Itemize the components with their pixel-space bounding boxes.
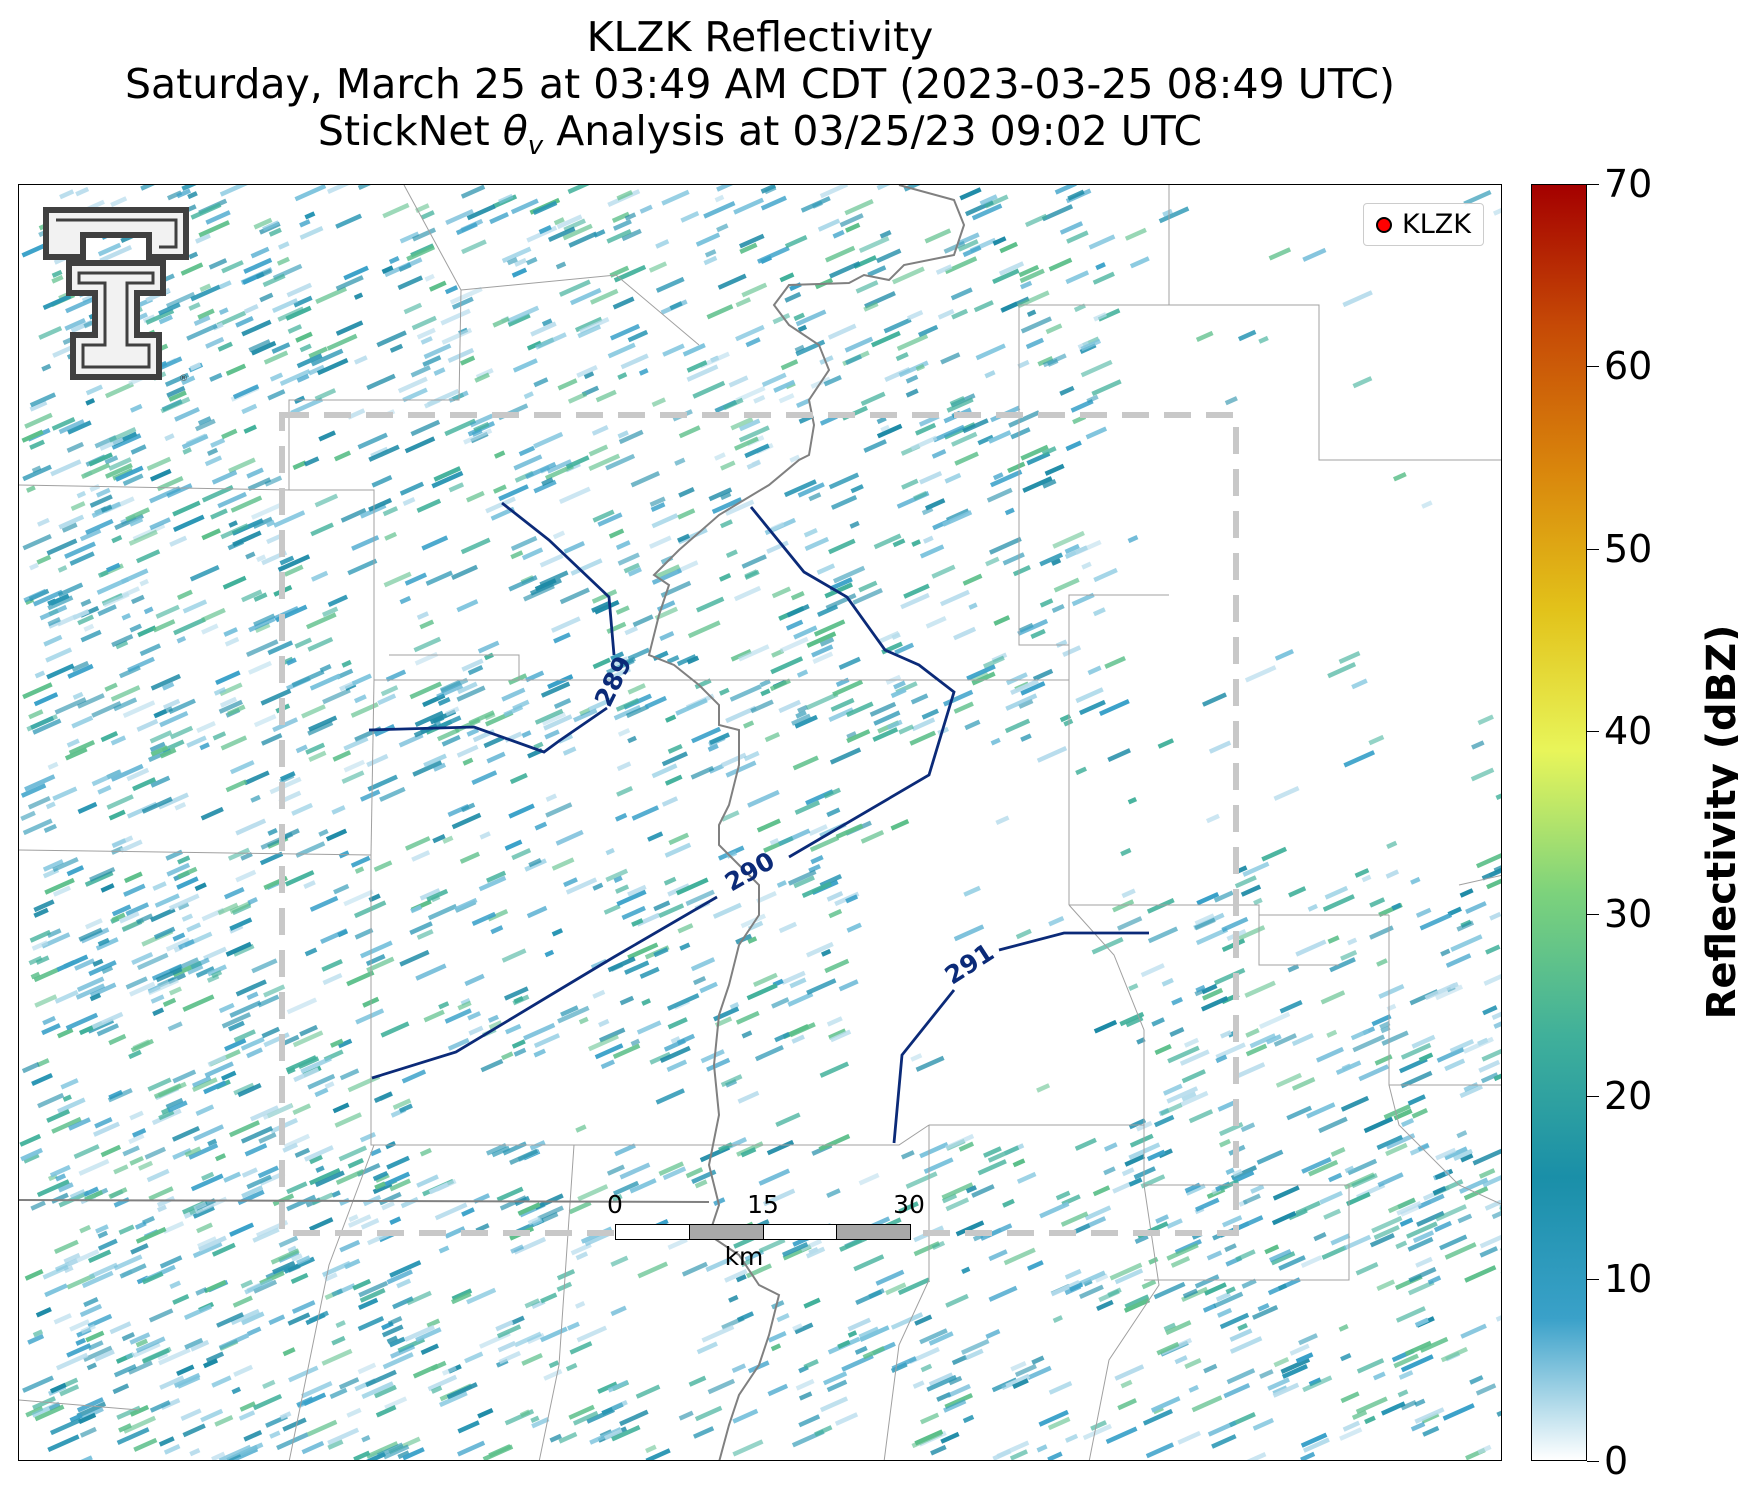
colorbar-tick-mark xyxy=(1587,1278,1599,1280)
county-line xyxy=(460,274,700,346)
county-line xyxy=(1258,915,1339,966)
scale-segment xyxy=(836,1224,911,1240)
county-line xyxy=(370,679,375,856)
scale-tick-30: 30 xyxy=(893,1190,925,1219)
contour-290-line xyxy=(371,506,956,1080)
colorbar-tick-mark xyxy=(1587,1096,1599,1098)
contour-label-291: 291 xyxy=(940,937,1000,990)
legend-label: KLZK xyxy=(1402,209,1471,240)
county-line xyxy=(19,849,839,1146)
texas-tech-logo: ® xyxy=(43,207,189,383)
colorbar-tick-label: 60 xyxy=(1604,344,1653,389)
colorbar-tick-mark xyxy=(1587,913,1599,915)
county-line xyxy=(1458,874,1501,886)
scale-unit: km xyxy=(724,1242,764,1271)
colorbar-tick-label: 20 xyxy=(1604,1074,1653,1119)
colorbar-tick-label: 40 xyxy=(1604,709,1653,754)
scale-bar: 0 15 30 km xyxy=(594,1190,925,1271)
theta-subscript: v xyxy=(527,131,544,162)
scale-segment xyxy=(689,1224,764,1240)
colorbar-tick-label: 50 xyxy=(1604,526,1653,571)
county-line xyxy=(1168,185,1501,461)
county-line xyxy=(538,1144,575,1460)
county-line xyxy=(839,1124,930,1146)
colorbar-tick-label: 0 xyxy=(1604,1439,1629,1483)
klzk-marker-icon xyxy=(1376,216,1393,233)
scale-tick-0: 0 xyxy=(607,1190,623,1219)
theta-symbol: θ xyxy=(502,107,528,155)
theta-v-contours xyxy=(368,501,1149,1144)
county-line xyxy=(19,185,462,491)
colorbar-tick-mark xyxy=(1587,184,1599,185)
title-line-3-prefix: StickNet xyxy=(317,107,503,155)
colorbar-tick-label: 10 xyxy=(1604,1256,1653,1301)
analysis-domain-box xyxy=(279,412,1239,1236)
county-lines xyxy=(19,185,1501,1460)
svg-text:®: ® xyxy=(179,374,188,383)
colorbar-tick-mark xyxy=(1587,366,1599,368)
state-borders xyxy=(19,185,966,1460)
county-line xyxy=(883,1125,930,1460)
colorbar-tick-mark xyxy=(1587,1461,1599,1462)
county-line xyxy=(1388,1084,1501,1205)
county-line xyxy=(1018,304,1169,646)
title-line-1: KLZK Reflectivity xyxy=(586,13,934,61)
colorbar-title: Reflectivity (dBZ) xyxy=(1699,624,1738,1020)
colorbar-tick-label: 30 xyxy=(1604,891,1653,936)
colorbar-tick-mark xyxy=(1587,731,1599,733)
map-legend: KLZK xyxy=(1363,203,1484,246)
county-line xyxy=(1069,904,1389,916)
map-canvas: 289 290 291 xyxy=(19,185,1501,1460)
title-line-2: Saturday, March 25 at 03:49 AM CDT (2023… xyxy=(125,60,1395,108)
figure-title: KLZK Reflectivity Saturday, March 25 at … xyxy=(0,14,1520,170)
county-line xyxy=(1144,1184,1350,1281)
county-line xyxy=(19,1399,140,1411)
county-line xyxy=(288,1144,375,1460)
scale-segment xyxy=(615,1224,690,1240)
scale-tick-15: 15 xyxy=(747,1190,779,1219)
reflectivity-echoes xyxy=(19,185,1501,1460)
title-line-3-suffix: Analysis at 03/25/23 09:02 UTC xyxy=(543,107,1203,155)
title-line-3: StickNet θv Analysis at 03/25/23 09:02 U… xyxy=(0,108,1520,170)
contour-289-line xyxy=(368,501,616,754)
colorbar-tick-mark xyxy=(1587,548,1599,550)
contour-291-line xyxy=(892,931,1149,1144)
county-line xyxy=(289,489,520,681)
radar-map[interactable]: 289 290 291 ® KLZK xyxy=(18,184,1502,1461)
reflectivity-colorbar xyxy=(1531,184,1587,1461)
state-border-line xyxy=(19,1199,710,1203)
colorbar-tick-label: 70 xyxy=(1604,162,1653,206)
state-border-line xyxy=(647,185,966,1460)
